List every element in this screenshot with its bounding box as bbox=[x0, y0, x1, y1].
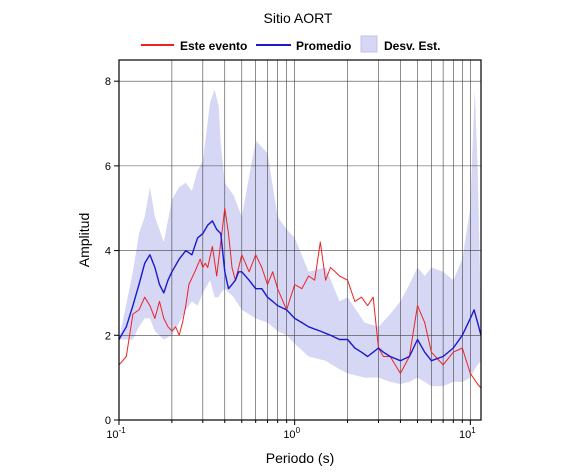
y-tick-label: 0 bbox=[105, 415, 111, 427]
x-tick-label: 10-1 bbox=[106, 426, 126, 441]
series-layer bbox=[118, 207, 482, 389]
y-axis-ticks: 0 2 4 6 8 bbox=[105, 76, 119, 427]
legend-label-promedio: Promedio bbox=[296, 39, 351, 53]
chart-title: Sitio AORT bbox=[264, 10, 333, 26]
series-line-este-evento bbox=[118, 207, 482, 389]
series-line-promedio bbox=[118, 220, 482, 362]
std-dev-band bbox=[119, 89, 481, 387]
y-axis-label: Amplitud bbox=[76, 213, 92, 267]
legend-label-este-evento: Este evento bbox=[180, 39, 247, 53]
std-dev-band-layer bbox=[119, 89, 481, 387]
legend-swatch-desv-est bbox=[360, 35, 378, 53]
legend-label-desv-est: Desv. Est. bbox=[384, 39, 440, 53]
y-tick-label: 8 bbox=[105, 76, 111, 88]
y-tick-label: 4 bbox=[105, 246, 111, 258]
legend: Este evento Promedio Desv. Est. bbox=[141, 35, 440, 53]
plot-area bbox=[118, 59, 482, 421]
x-tick-label: 100 bbox=[283, 426, 300, 441]
x-tick-label: 101 bbox=[459, 426, 476, 441]
y-tick-label: 2 bbox=[105, 330, 111, 342]
x-axis-label: Periodo (s) bbox=[266, 450, 334, 466]
plot-frame bbox=[118, 59, 482, 421]
y-tick-label: 6 bbox=[105, 161, 111, 173]
x-axis-ticks: 10-1 100 101 bbox=[106, 420, 476, 441]
